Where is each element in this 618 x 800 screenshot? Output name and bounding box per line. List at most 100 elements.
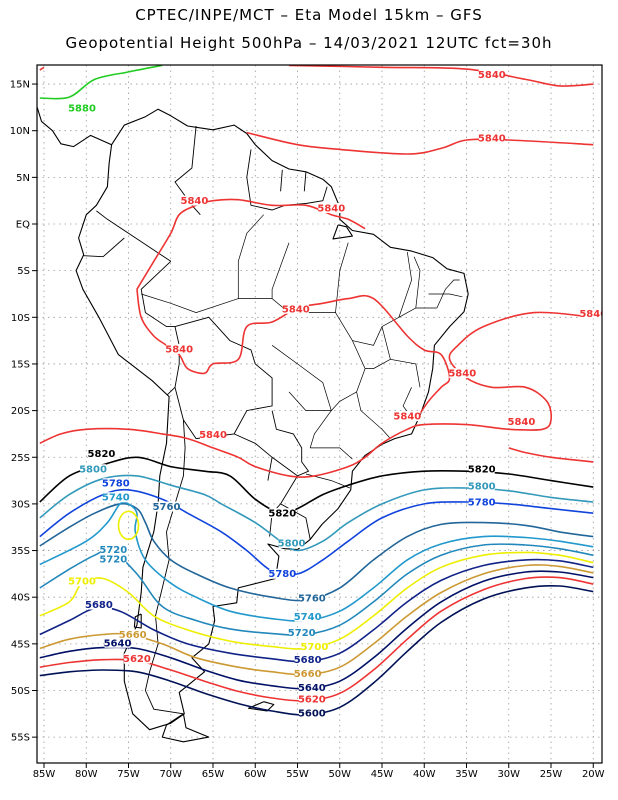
contour-label-bg — [468, 464, 495, 475]
map-title-line-2: Geopotential Height 500hPa – 14/03/2021 … — [65, 34, 553, 52]
contour-5740 — [39, 501, 594, 622]
contour-label: 5660 — [119, 630, 147, 641]
lon-tick-label: 85W — [33, 769, 56, 780]
lon-tick-label: 60W — [244, 769, 267, 780]
contour-label-bg — [478, 69, 505, 80]
contour-label: 5840 — [165, 344, 193, 355]
contour-label-bg — [85, 599, 112, 610]
axis-ticks: 85W 80W 75W 70W 65W 60W 55W 50W 45W 40W 35W 30W 25W 2… — [10, 80, 605, 780]
contour-label: 5720 — [288, 628, 316, 639]
contour-label-bg — [269, 568, 296, 579]
coastline — [332, 224, 353, 240]
contour-label-bg — [100, 544, 127, 555]
contour-label: 5800 — [79, 465, 107, 476]
contour-label-bg — [80, 464, 107, 475]
contour-label: 5840 — [508, 417, 536, 428]
lat-tick-label: 5S — [17, 266, 30, 277]
contour-label: 5820 — [88, 449, 116, 460]
lat-tick-label: 55S — [11, 733, 30, 744]
contour-label: 5880 — [68, 104, 96, 115]
lon-tick-label: 70W — [159, 769, 182, 780]
contour-label-bg — [294, 611, 321, 622]
lon-tick-label: 55W — [286, 769, 309, 780]
lat-tick-label: 25S — [11, 453, 30, 464]
contour-label: 5700 — [300, 642, 328, 653]
contour-label: 5800 — [278, 538, 306, 549]
country-border — [174, 125, 201, 215]
contour-label-bg — [288, 627, 315, 638]
lon-tick-label: 30W — [497, 769, 520, 780]
country-border — [280, 169, 283, 192]
contour-label-bg — [123, 653, 150, 664]
country-border — [303, 171, 307, 192]
country-border — [233, 410, 310, 477]
contour-label: 5640 — [104, 638, 132, 649]
lat-tick-label: EQ — [16, 220, 30, 231]
contour-label: 5840 — [317, 204, 345, 215]
contour-label-bg — [278, 537, 305, 548]
contour-label: 5800 — [468, 482, 496, 493]
lat-tick-label: 30S — [11, 499, 30, 510]
contour-label-bg — [449, 368, 476, 379]
state-border — [237, 214, 264, 299]
lat-tick-label: 45S — [11, 639, 30, 650]
contour-label: 5840 — [579, 309, 607, 320]
state-border — [413, 256, 421, 309]
state-border — [398, 251, 412, 318]
contour-label-bg — [269, 508, 296, 519]
lon-tick-label: 45W — [371, 769, 394, 780]
contour-label: 5700 — [68, 577, 96, 588]
lat-tick-label: 10S — [11, 313, 30, 324]
contour-label: 5820 — [468, 465, 496, 476]
country-border — [96, 210, 172, 262]
lat-tick-label: 35S — [11, 546, 30, 557]
contour-label: 5840 — [478, 70, 506, 81]
contour-label-bg — [580, 308, 602, 319]
contour-labels: 5880 5840 5840 5840 5840 5840 5840 5840 5840 5840… — [68, 69, 607, 719]
contour-label: 5680 — [294, 655, 322, 666]
lon-tick-label: 65W — [202, 769, 225, 780]
contour-label: 5760 — [153, 502, 181, 513]
contour-label-bg — [298, 707, 325, 718]
coastline — [161, 713, 210, 743]
contour-label: 5740 — [102, 493, 130, 504]
coastline — [247, 701, 275, 712]
coastlines — [37, 107, 469, 743]
state-border — [381, 326, 421, 388]
contour-label: 5660 — [294, 669, 322, 680]
lon-tick-label: 80W — [75, 769, 98, 780]
contour-label: 5680 — [85, 600, 113, 611]
lat-tick-label: 20S — [11, 406, 30, 417]
contour-label-bg — [153, 501, 180, 512]
contour-5840 — [246, 131, 594, 155]
lon-tick-label: 20W — [582, 769, 605, 780]
contour-5840 — [136, 198, 366, 290]
contour-label-bg — [200, 429, 226, 440]
closed-low-contour — [117, 510, 140, 541]
contour-label: 5840 — [393, 412, 421, 423]
contour-label-bg — [468, 481, 495, 492]
contour-label: 5600 — [298, 708, 326, 719]
map-frame — [36, 64, 603, 764]
contour-label-bg — [508, 416, 535, 427]
state-border — [428, 293, 463, 298]
contour-label-bg — [104, 637, 131, 648]
country-border — [144, 419, 186, 715]
lat-tick-label: 10N — [10, 126, 30, 137]
contour-label-bg — [69, 576, 96, 587]
contour-label-bg — [100, 553, 127, 564]
country-border — [83, 237, 125, 258]
lon-tick-label: 25W — [540, 769, 563, 780]
contour-label-bg — [478, 133, 505, 144]
contour-label: 5760 — [298, 593, 326, 604]
contour-label-bg — [69, 103, 96, 114]
contour-label: 5840 — [448, 369, 476, 380]
map-title-line-1: CPTEC/INPE/MCT – Eta Model 15km – GFS — [135, 6, 483, 24]
lat-tick-label: 15S — [11, 359, 30, 370]
state-border — [436, 279, 460, 309]
lon-tick-label: 75W — [117, 769, 140, 780]
contour-label-bg — [102, 478, 129, 489]
state-border — [365, 358, 391, 369]
contour-label: 5720 — [99, 554, 127, 565]
contour-label-bg — [298, 693, 325, 704]
